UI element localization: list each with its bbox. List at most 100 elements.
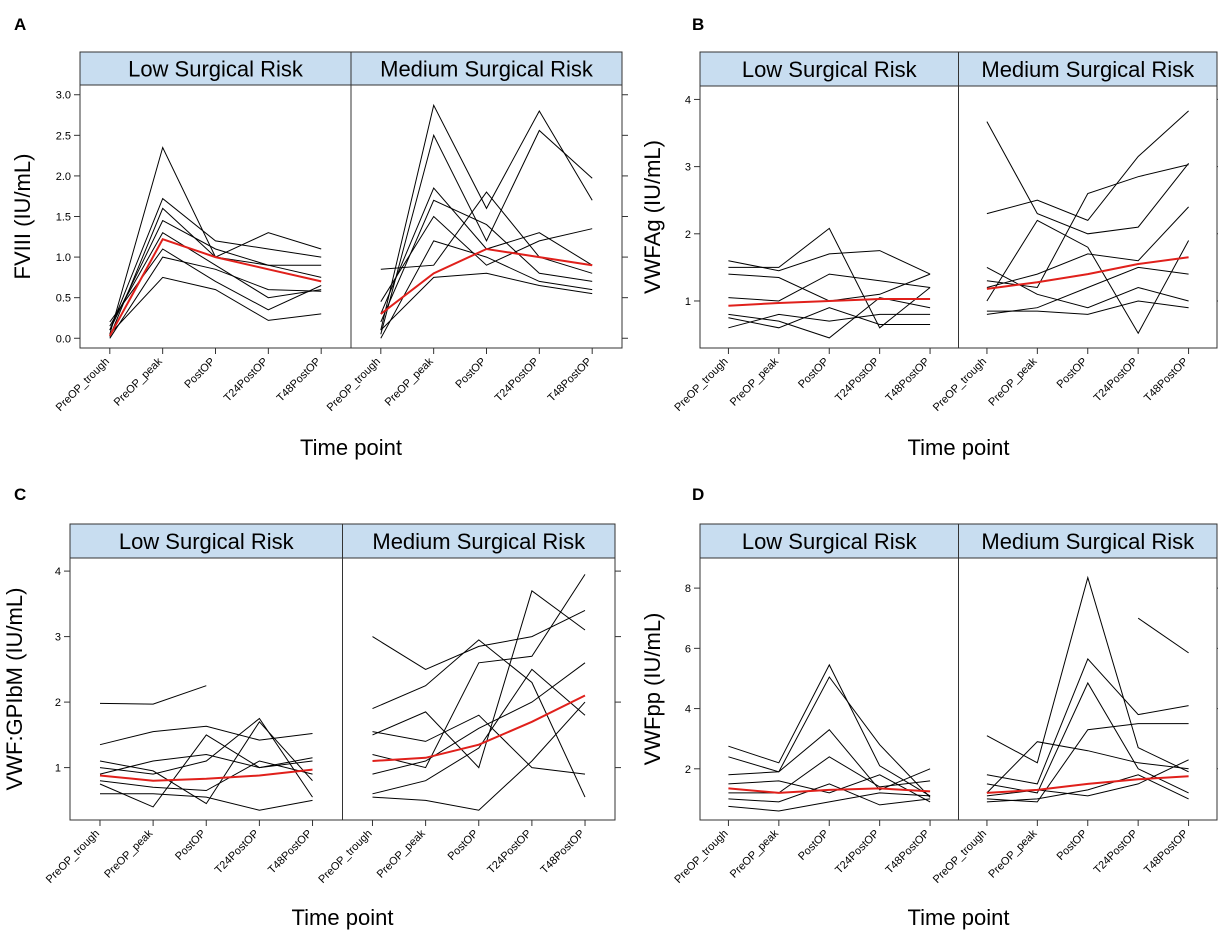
subject-line: [99, 685, 207, 705]
strip: [350, 51, 623, 86]
strip-title: Low Surgical Risk: [128, 57, 304, 82]
subject-line: [986, 741, 1189, 794]
strip: [79, 51, 352, 86]
trend-line: [986, 256, 1189, 290]
subject-line: [100, 793, 313, 811]
subject-line: [99, 760, 313, 792]
facet-frame: [350, 84, 623, 349]
trend-line: [99, 768, 313, 782]
x-axis-title: Time point: [908, 905, 1010, 930]
subject-line: [372, 589, 586, 769]
x-tick-label: PostOP: [446, 828, 481, 863]
strip: [342, 523, 616, 559]
x-tick-label: T24PostOP: [485, 828, 534, 877]
strip: [699, 51, 959, 87]
strip: [699, 523, 959, 559]
trend-line: [108, 237, 322, 337]
x-tick-label: T24PostOP: [222, 356, 271, 405]
subject-line: [109, 276, 322, 335]
y-tick-label: 1.5: [56, 212, 71, 224]
subject-line: [728, 676, 931, 798]
y-tick-label: 8: [685, 583, 691, 595]
x-tick-label: PreOP_peak: [986, 355, 1039, 408]
panel-label: C: [14, 485, 26, 504]
strip-title: Medium Surgical Risk: [981, 57, 1195, 82]
x-tick-label: PreOP_trough: [672, 828, 730, 886]
subject-line: [372, 639, 586, 798]
y-tick-label: 1: [55, 763, 61, 775]
y-tick-label: 0.5: [56, 293, 71, 305]
y-tick-label: 4: [55, 566, 61, 578]
subject-line: [372, 609, 586, 670]
y-tick-label: 2.0: [56, 171, 71, 183]
y-tick-label: 2.5: [56, 130, 71, 142]
subject-line: [986, 774, 1189, 803]
x-tick-label: PreOP_trough: [325, 356, 383, 414]
x-tick-label: PostOP: [1055, 828, 1090, 863]
x-tick-label: PostOP: [453, 356, 488, 391]
x-tick-label: T48PostOP: [538, 828, 587, 877]
strip-title: Medium Surgical Risk: [380, 57, 594, 82]
subject-line: [986, 723, 1189, 803]
y-axis-title: VWFAg (IU/mL): [640, 140, 665, 294]
subject-line: [372, 714, 586, 775]
subject-line: [99, 720, 313, 805]
trend-line: [986, 775, 1189, 794]
x-tick-label: PreOP_trough: [54, 356, 112, 414]
subject-line: [728, 783, 931, 806]
subject-line: [728, 756, 931, 794]
subject-line: [986, 164, 1189, 289]
trend-line: [372, 694, 586, 762]
y-tick-label: 1: [685, 296, 691, 308]
subject-line: [380, 191, 593, 274]
subject-line: [986, 575, 1189, 773]
strip-title: Low Surgical Risk: [742, 529, 918, 554]
subject-line: [986, 121, 1189, 235]
strip: [958, 523, 1218, 559]
subject-line: [99, 725, 313, 746]
panel-label: B: [692, 15, 704, 34]
subject-line: [728, 273, 931, 302]
strip-title: Medium Surgical Risk: [981, 529, 1195, 554]
y-axis-title: FVIII (IU/mL): [10, 154, 35, 280]
subject-line: [109, 256, 322, 339]
x-axis-title: Time point: [292, 905, 394, 930]
y-tick-label: 2: [685, 764, 691, 776]
x-tick-label: PreOP_peak: [102, 827, 155, 880]
x-tick-label: T24PostOP: [833, 828, 882, 877]
subject-line: [372, 701, 586, 811]
strip-title: Low Surgical Risk: [742, 57, 918, 82]
y-tick-label: 3: [55, 632, 61, 644]
trend-line: [380, 247, 593, 315]
trend-line: [728, 787, 931, 794]
subject-line: [109, 219, 322, 331]
x-tick-label: PreOP_trough: [672, 356, 730, 414]
x-tick-label: T24PostOP: [493, 356, 542, 405]
y-tick-label: 4: [685, 94, 691, 106]
strip: [69, 523, 343, 559]
x-tick-label: PreOP_trough: [931, 828, 989, 886]
subject-line: [986, 206, 1189, 288]
facet-frame: [699, 85, 959, 349]
subject-line: [986, 266, 1189, 315]
subject-line: [728, 792, 931, 812]
panel-label: D: [692, 485, 704, 504]
subject-line: [380, 199, 593, 323]
subject-line: [372, 662, 586, 775]
subject-line: [986, 219, 1190, 335]
subject-line: [109, 197, 322, 331]
y-axis-title: VWFpp (IU/mL): [640, 613, 665, 766]
subject-line: [372, 668, 586, 795]
y-tick-label: 3: [685, 162, 691, 174]
y-tick-label: 1.0: [56, 252, 71, 264]
subject-line: [372, 574, 586, 769]
subject-line: [1137, 617, 1189, 654]
subject-line: [380, 240, 593, 339]
panel: B Low Surgical Risk PreOP_trough PreOP_peak…: [640, 15, 1218, 460]
y-tick-label: 3.0: [56, 90, 71, 102]
subject-line: [728, 273, 931, 302]
x-axis-title: Time point: [300, 435, 402, 460]
